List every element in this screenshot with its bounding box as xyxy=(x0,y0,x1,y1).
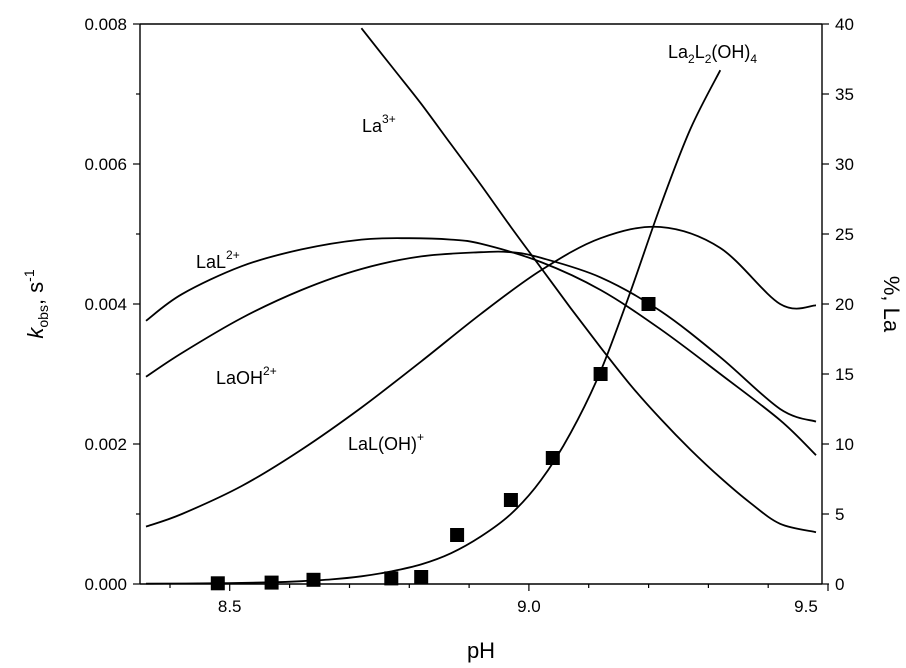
y-right-tick-label: 0 xyxy=(835,575,844,594)
y-right-tick-label: 10 xyxy=(835,435,854,454)
data-point xyxy=(450,528,465,542)
y-right-tick-label: 35 xyxy=(835,85,854,104)
data-point xyxy=(503,493,518,507)
label-lal-oh-plus: LaL(OH)+ xyxy=(348,430,424,454)
data-point xyxy=(210,576,225,591)
x-tick-label: 9.5 xyxy=(794,597,818,616)
data-point xyxy=(414,570,429,584)
series-line-2 xyxy=(145,250,817,423)
y-left-axis-title-text: kobs, s-1 xyxy=(21,269,51,338)
series-line-3 xyxy=(145,225,817,528)
data-point xyxy=(545,451,560,465)
y-right-axis-title: %, La xyxy=(879,276,904,333)
series-line-0 xyxy=(360,27,817,534)
left-y-axis: 0.000 0.002 0.004 0.006 0.008 kobs, s-1 xyxy=(21,15,140,594)
y-left-tick-label: 0.000 xyxy=(84,575,127,594)
points-layer xyxy=(210,297,656,591)
label-lal2plus: LaL2+ xyxy=(196,248,240,272)
label-la2l2-oh4: La2L2(OH)4 xyxy=(668,42,757,66)
curve-annotations: La3+ LaL2+ LaOH2+ LaL(OH)+ La2L2(OH)4 xyxy=(196,42,757,454)
y-left-tick-label: 0.006 xyxy=(84,155,127,174)
series-line-1 xyxy=(145,237,817,456)
data-point xyxy=(384,571,399,586)
x-axis-title: pH xyxy=(467,638,495,663)
y-right-tick-label: 15 xyxy=(835,365,854,384)
x-axis: 8.5 9.0 9.5 pH xyxy=(169,584,829,663)
y-left-tick-label: 0.008 xyxy=(84,15,127,34)
y-right-tick-label: 25 xyxy=(835,225,854,244)
data-point xyxy=(641,297,656,311)
x-tick-label: 8.5 xyxy=(218,597,242,616)
right-y-axis: 0 5 10 15 20 25 30 35 40 %, La xyxy=(822,15,904,594)
curves-layer xyxy=(145,27,817,585)
y-right-tick-label: 40 xyxy=(835,15,854,34)
x-tick-label: 9.0 xyxy=(517,597,541,616)
y-right-tick-label: 20 xyxy=(835,295,854,314)
data-point xyxy=(264,575,279,590)
label-laoh2plus: LaOH2+ xyxy=(216,364,277,388)
y-right-tick-label: 30 xyxy=(835,155,854,174)
plot-frame xyxy=(139,23,823,585)
y-right-axis-title-text: %, La xyxy=(879,276,904,333)
series-line-4 xyxy=(145,69,722,585)
y-right-tick-label: 5 xyxy=(835,505,844,524)
y-left-tick-label: 0.004 xyxy=(84,295,127,314)
y-left-axis-title: kobs, s-1 xyxy=(21,269,51,338)
data-point xyxy=(593,367,608,381)
y-left-tick-label: 0.002 xyxy=(84,435,127,454)
data-point xyxy=(306,572,321,587)
label-la3plus: La3+ xyxy=(362,112,396,136)
